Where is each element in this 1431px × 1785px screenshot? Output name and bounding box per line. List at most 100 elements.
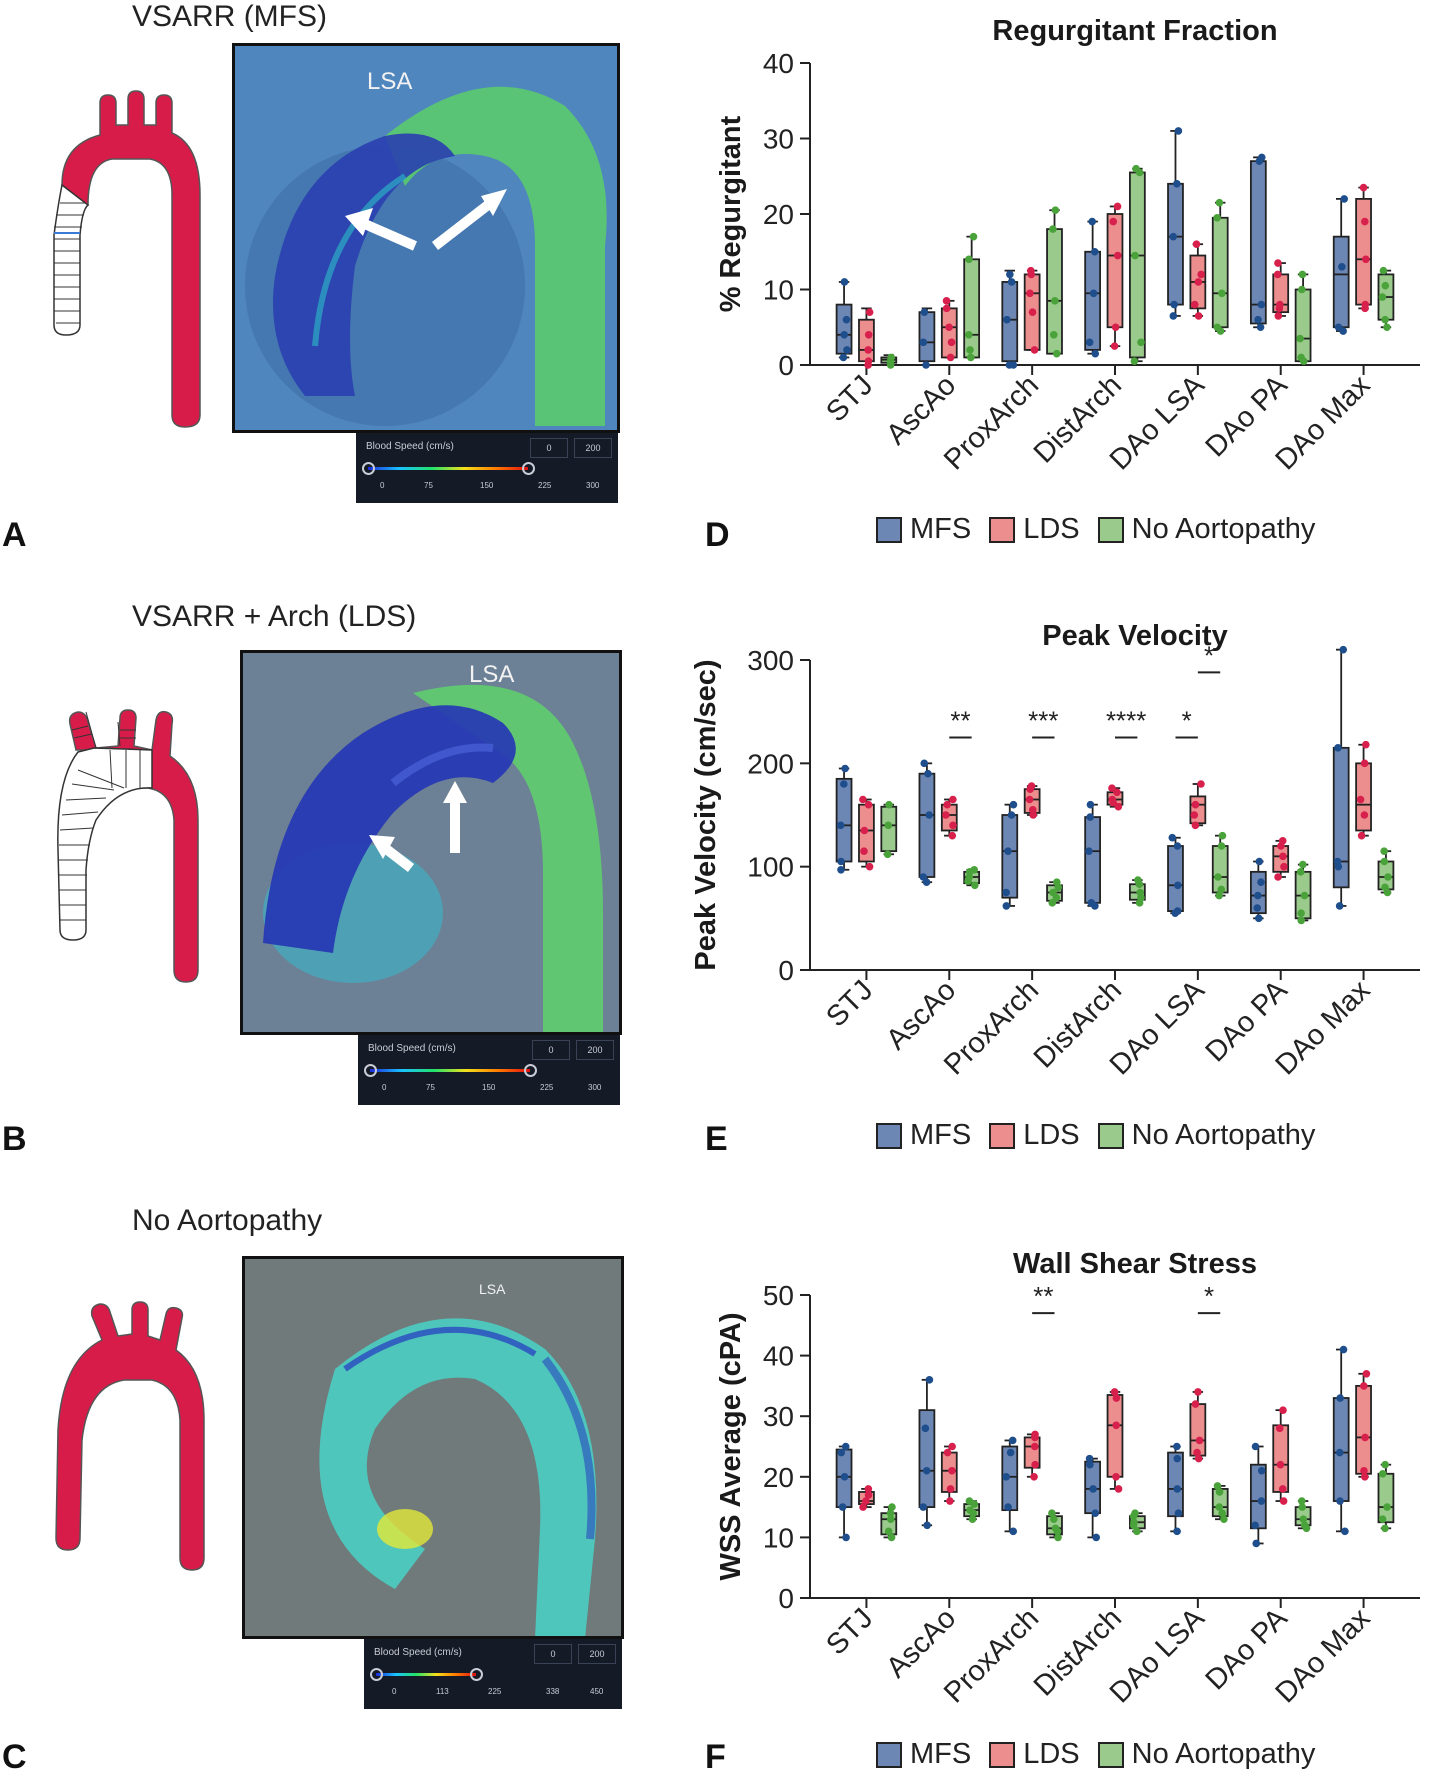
panel-d-letter: D xyxy=(705,516,730,554)
data-point xyxy=(1300,891,1309,900)
data-point xyxy=(1360,759,1369,768)
box-mfs xyxy=(918,1376,936,1530)
data-point xyxy=(920,759,929,768)
box-body xyxy=(918,1409,936,1509)
data-point xyxy=(1110,1388,1119,1396)
box-body xyxy=(1377,1472,1395,1524)
data-point xyxy=(1169,232,1178,241)
data-point xyxy=(1053,878,1061,886)
colorbar-gradient xyxy=(370,1069,530,1072)
colorbar-max-box[interactable]: 200 xyxy=(576,1040,614,1060)
data-point xyxy=(1357,831,1366,840)
box-no-aortopathy xyxy=(1129,876,1146,907)
box-lds xyxy=(1023,266,1041,354)
data-point xyxy=(964,331,973,339)
data-point xyxy=(1194,278,1203,286)
legend-swatch-noa xyxy=(1097,516,1124,543)
colorbar-min-handle[interactable] xyxy=(362,462,375,475)
data-point xyxy=(1215,198,1224,207)
colorbar-min-box[interactable]: 0 xyxy=(532,1040,570,1060)
box-mfs xyxy=(1249,153,1267,332)
box-lds xyxy=(1106,1388,1124,1493)
data-point xyxy=(1133,1527,1141,1536)
colorbar-max-box[interactable]: 200 xyxy=(574,438,612,458)
data-point xyxy=(864,346,872,354)
data-point xyxy=(1274,312,1283,320)
data-point xyxy=(921,1424,930,1433)
box-no-aortopathy xyxy=(1377,847,1395,897)
data-point xyxy=(1131,1509,1139,1517)
box-lds xyxy=(1023,782,1041,819)
data-point xyxy=(925,811,934,819)
data-point xyxy=(884,1527,893,1536)
data-point xyxy=(1085,847,1093,855)
data-point xyxy=(1334,323,1343,332)
data-point xyxy=(1091,1509,1100,1517)
colorbar-min-box[interactable]: 0 xyxy=(530,438,568,458)
colorbar-max-handle[interactable] xyxy=(522,462,535,475)
data-point xyxy=(1113,788,1121,797)
box-no-aortopathy xyxy=(1046,1509,1063,1542)
data-point xyxy=(948,1442,956,1451)
colorbar-min-handle[interactable] xyxy=(364,1064,377,1077)
colorbar-max-handle[interactable] xyxy=(524,1064,537,1077)
data-point xyxy=(840,780,848,788)
data-point xyxy=(886,1509,895,1517)
data-point xyxy=(1173,1485,1182,1493)
data-point xyxy=(1113,251,1122,260)
box-mfs xyxy=(1332,195,1350,335)
legend-swatch-lds xyxy=(989,1122,1016,1149)
data-point xyxy=(1027,782,1036,790)
box-body xyxy=(1106,1394,1124,1478)
data-point xyxy=(1278,837,1287,845)
data-point xyxy=(1174,1509,1183,1517)
data-point xyxy=(864,331,873,339)
data-point xyxy=(1217,885,1226,894)
box-no-aortopathy xyxy=(963,1497,981,1524)
colorbar-tick: 150 xyxy=(480,481,494,490)
data-point xyxy=(924,769,932,778)
data-point xyxy=(1253,904,1262,912)
data-point xyxy=(948,1466,956,1475)
legend-label-lds: LDS xyxy=(1023,1738,1080,1770)
data-point xyxy=(1137,338,1145,347)
data-point xyxy=(942,297,951,305)
colorbar-max-handle[interactable] xyxy=(470,1668,483,1681)
data-point xyxy=(1356,795,1365,804)
data-point xyxy=(1218,289,1226,298)
box-mfs xyxy=(1167,833,1184,917)
data-point xyxy=(1297,909,1305,917)
data-point xyxy=(1378,1469,1387,1478)
box-mfs xyxy=(1167,127,1184,320)
data-point xyxy=(923,1521,931,1530)
legend-label-noa: No Aortopathy xyxy=(1131,1738,1316,1770)
box-no-aortopathy xyxy=(880,353,898,369)
significance-label: * xyxy=(1182,706,1192,736)
data-point xyxy=(1360,1382,1368,1390)
colorbar-min-handle[interactable] xyxy=(370,1668,383,1681)
data-point xyxy=(1004,847,1012,855)
legend-f: MFS LDS No Aortopathy xyxy=(876,1738,1333,1771)
panel-a-caption: VSARR (MFS) xyxy=(132,0,327,33)
box-lds xyxy=(1272,837,1290,881)
data-point xyxy=(860,847,868,855)
data-point xyxy=(1255,857,1264,866)
colorbar-min-box[interactable]: 0 xyxy=(534,1644,572,1664)
data-point xyxy=(1384,873,1392,881)
box-mfs xyxy=(1001,269,1019,369)
box-no-aortopathy xyxy=(1046,878,1063,907)
data-point xyxy=(1257,1497,1266,1505)
box-no-aortopathy xyxy=(880,1503,898,1542)
data-point xyxy=(949,795,957,804)
data-point xyxy=(925,1376,934,1384)
legend-label-mfs: MFS xyxy=(910,1119,972,1151)
data-point xyxy=(1109,217,1118,226)
data-point xyxy=(1088,217,1097,226)
data-point xyxy=(1112,1421,1120,1430)
data-point xyxy=(1136,888,1144,897)
box-mfs xyxy=(1001,1436,1019,1536)
box-no-aortopathy xyxy=(1211,198,1229,335)
colorbar-max-box[interactable]: 200 xyxy=(578,1644,616,1664)
data-point xyxy=(1114,802,1123,811)
data-point xyxy=(1381,1460,1389,1469)
